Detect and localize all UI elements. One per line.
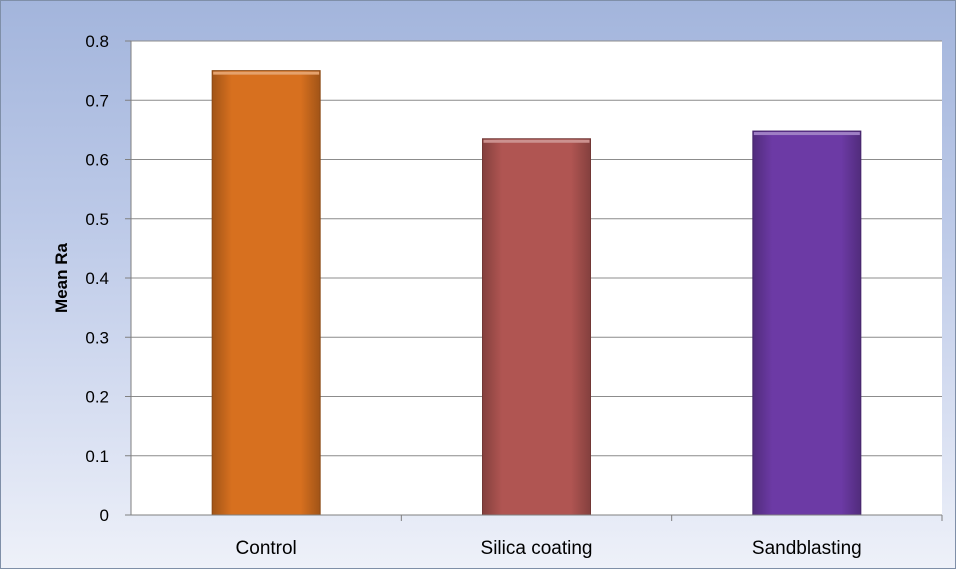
y-tick-label: 0	[100, 506, 109, 525]
x-tick-label: Silica coating	[481, 538, 593, 559]
x-tick-labels: Control Silica coating Sandblasting	[236, 515, 943, 559]
bar-sandblasting	[752, 130, 862, 516]
x-tick-label: Control	[236, 538, 297, 559]
bar-highlight	[753, 132, 860, 136]
bars	[211, 70, 862, 516]
y-tick-label: 0.6	[85, 151, 109, 170]
y-tick-label: 0.2	[85, 388, 109, 407]
y-tick-label: 0.8	[85, 32, 109, 51]
y-tick-label: 0.3	[85, 328, 109, 347]
y-tick-label: 0.4	[85, 269, 109, 288]
bar-control	[211, 70, 321, 516]
bar-highlight	[213, 71, 320, 75]
y-tick-label: 0.5	[85, 210, 109, 229]
y-tick-label: 0.1	[85, 447, 109, 466]
y-tick-label: 0.7	[85, 91, 109, 110]
x-tick-label: Sandblasting	[752, 538, 862, 559]
y-tick-labels: 0 0.1 0.2 0.3 0.4 0.5 0.6 0.7 0.8	[85, 32, 109, 525]
bar-highlight	[483, 139, 590, 143]
bar-silica-coating	[482, 138, 591, 516]
axes	[125, 41, 942, 516]
y-axis-title: Mean Ra	[52, 243, 71, 313]
